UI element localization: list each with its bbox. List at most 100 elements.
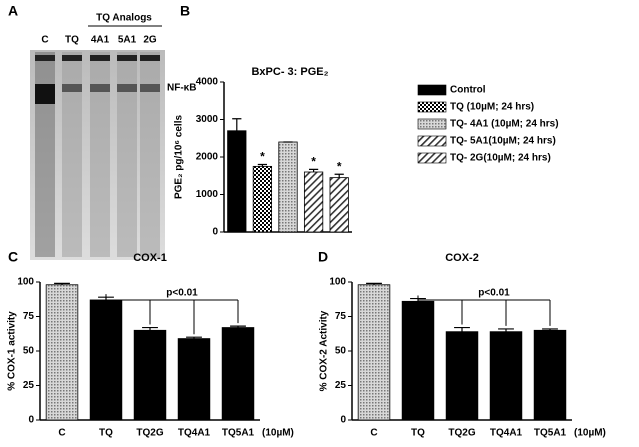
- lane-label: 5A1: [118, 35, 137, 46]
- y-tick-label: 4000: [196, 77, 219, 88]
- lane: [35, 52, 55, 257]
- y-tick-label: 3000: [196, 114, 219, 125]
- bar: [278, 141, 298, 233]
- band: [117, 84, 137, 92]
- gel-header: TQ Analogs: [96, 13, 152, 24]
- lane: [117, 52, 137, 257]
- panel-label: D: [318, 249, 328, 265]
- x-tick-label: TQ: [411, 428, 425, 439]
- bar: [177, 338, 211, 421]
- error-bar: [230, 325, 246, 328]
- band: [140, 84, 160, 92]
- legend-label: TQ- 5A1(10µM; 24 hrs): [450, 136, 556, 147]
- well: [90, 55, 110, 61]
- bar: [489, 331, 523, 421]
- x-tick-label: C: [58, 428, 65, 439]
- legend-swatch: [417, 135, 447, 147]
- bar: [401, 300, 435, 421]
- well: [35, 55, 55, 61]
- x-tick-label: TQ2G: [136, 428, 163, 439]
- x-unit: (10µM): [262, 428, 294, 439]
- x-tick-label: TQ5A1: [534, 428, 567, 439]
- x-unit: (10µM): [574, 428, 606, 439]
- bar: [303, 171, 324, 233]
- lane-label: C: [41, 35, 48, 46]
- y-tick-label: 25: [335, 380, 347, 391]
- band: [90, 84, 110, 92]
- y-tick-label: 50: [23, 346, 35, 357]
- bar: [133, 329, 167, 421]
- well: [62, 55, 82, 61]
- legend-swatch: [417, 101, 447, 113]
- chart-title: COX-2: [445, 252, 479, 264]
- bar: [221, 327, 255, 421]
- annotation: p<0.01: [478, 288, 510, 299]
- error-bar: [542, 328, 558, 331]
- lane: [90, 52, 110, 257]
- bar: [533, 329, 567, 421]
- y-tick-label: 50: [335, 346, 347, 357]
- error-bar: [334, 173, 344, 178]
- legend-swatch: [417, 152, 447, 164]
- significance-marker: *: [337, 159, 342, 173]
- y-tick-label: 0: [28, 415, 34, 426]
- y-axis-label: % COX-1 activity: [7, 311, 18, 391]
- chart-title: COX-1: [133, 252, 167, 264]
- x-tick-label: TQ4A1: [490, 428, 523, 439]
- y-tick-label: 2000: [196, 152, 219, 163]
- band: [62, 84, 82, 92]
- annotation: p<0.01: [166, 288, 198, 299]
- panel-label: A: [8, 3, 18, 19]
- error-bar: [498, 328, 514, 332]
- panel-label: C: [8, 249, 18, 265]
- y-axis-label: % COX-2 Activity: [319, 310, 330, 391]
- y-tick-label: 75: [335, 311, 347, 322]
- lane-label: 4A1: [91, 35, 110, 46]
- significance-marker: *: [260, 150, 265, 164]
- lane-label: 2G: [143, 35, 157, 46]
- bar: [445, 331, 479, 421]
- well: [140, 55, 160, 61]
- bracket: [417, 295, 551, 326]
- error-bar: [308, 168, 319, 172]
- bar: [45, 284, 79, 421]
- chart-title: BxPC- 3: PGE₂: [251, 66, 328, 78]
- band: [35, 84, 55, 104]
- error-bar: [186, 336, 202, 339]
- lane: [62, 52, 82, 257]
- legend-swatch: [417, 84, 447, 96]
- x-tick-label: TQ2G: [448, 428, 475, 439]
- y-tick-label: 0: [212, 227, 218, 238]
- legend-label: TQ (10µM; 24 hrs): [450, 102, 534, 113]
- y-tick-label: 100: [17, 277, 34, 288]
- lane-label: TQ: [65, 35, 79, 46]
- y-tick-label: 25: [23, 380, 35, 391]
- bracket: [105, 294, 239, 335]
- y-tick-label: 75: [23, 311, 35, 322]
- y-tick-label: 1000: [196, 189, 219, 200]
- x-tick-label: TQ5A1: [222, 428, 255, 439]
- significance-marker: *: [311, 155, 316, 169]
- x-tick-label: TQ: [99, 428, 113, 439]
- legend-label: Control: [450, 85, 486, 96]
- error-bar: [366, 282, 382, 285]
- error-bar: [142, 326, 158, 331]
- legend-swatch: [417, 118, 447, 130]
- bar: [89, 299, 123, 421]
- legend-label: TQ- 2G(10µM; 24 hrs): [450, 153, 551, 164]
- panel-label: B: [180, 3, 190, 19]
- bar: [227, 130, 247, 233]
- error-bar: [257, 163, 268, 167]
- y-axis-label: PGE₂ pg/10⁶ cells: [174, 115, 185, 200]
- error-bar: [54, 282, 70, 285]
- error-bar: [232, 118, 242, 131]
- lane: [140, 52, 160, 257]
- legend-label: TQ- 4A1 (10µM; 24 hrs): [450, 119, 559, 130]
- y-tick-label: 0: [340, 415, 346, 426]
- bar: [357, 284, 391, 421]
- x-tick-label: TQ4A1: [178, 428, 211, 439]
- bar: [329, 177, 349, 233]
- error-bar: [454, 326, 470, 332]
- y-tick-label: 100: [329, 277, 346, 288]
- well: [117, 55, 137, 61]
